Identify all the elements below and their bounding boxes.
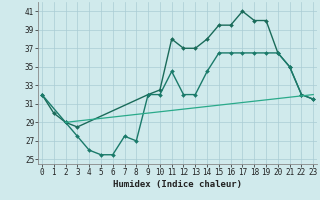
X-axis label: Humidex (Indice chaleur): Humidex (Indice chaleur) — [113, 180, 242, 189]
